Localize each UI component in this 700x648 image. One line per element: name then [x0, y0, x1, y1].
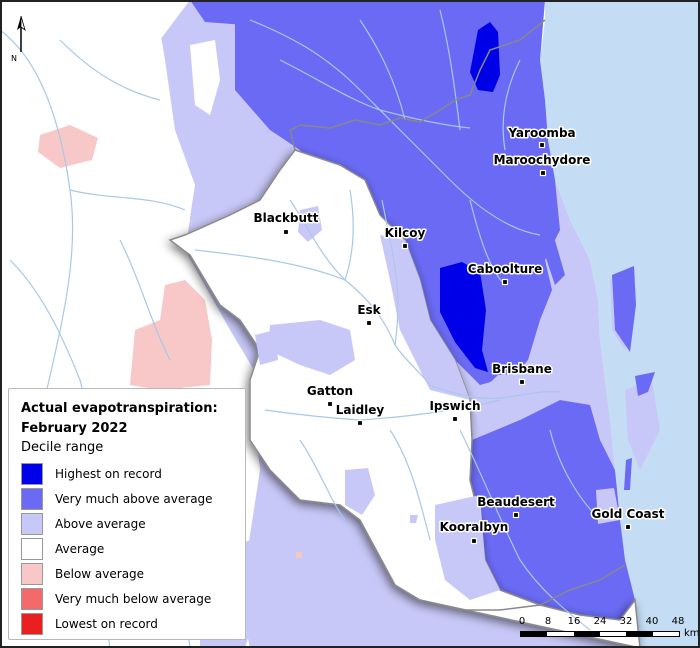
legend-item-lowest: Lowest on record — [21, 611, 233, 636]
legend-title-line1: Actual evapotranspiration: — [21, 401, 218, 416]
town-marker-esk — [365, 319, 373, 327]
town-marker-caboolture — [501, 278, 509, 286]
legend-swatch — [21, 587, 43, 610]
above-average-inside — [255, 206, 620, 600]
town-label-caboolture: Caboolture — [468, 262, 542, 276]
town-marker-gatton — [326, 400, 334, 408]
legend-label: Average — [55, 541, 105, 556]
town-label-gold-coast: Gold Coast — [591, 507, 664, 521]
legend-swatch — [21, 537, 43, 560]
legend-label: Very much above average — [55, 491, 213, 506]
scale-tick: 8 — [544, 616, 552, 627]
north-label: N — [11, 54, 17, 63]
scale-tick: 48 — [671, 616, 685, 627]
town-label-ipswich: Ipswich — [429, 399, 480, 413]
scale-ticks: 0 8 16 24 32 40 48 — [518, 616, 696, 630]
town-label-esk: Esk — [357, 303, 381, 317]
legend-item-very-much-above: Very much above average — [21, 486, 233, 511]
town-markers — [282, 141, 632, 545]
legend-swatch — [21, 612, 43, 635]
north-arrow-icon — [17, 15, 26, 52]
town-label-brisbane: Brisbane — [492, 362, 552, 376]
legend-swatch — [21, 512, 43, 535]
legend-item-average: Average — [21, 536, 233, 561]
town-marker-gold-coast — [624, 523, 632, 531]
legend-label: Below average — [55, 566, 145, 581]
town-marker-brisbane — [518, 378, 526, 386]
north-arrow: N — [8, 14, 30, 74]
town-label-maroochydore: Maroochydore — [494, 153, 591, 167]
legend-item-highest: Highest on record — [21, 461, 233, 486]
town-marker-blackbutt — [282, 228, 290, 236]
scale-tick: 40 — [645, 616, 659, 627]
town-marker-kilcoy — [401, 242, 409, 250]
scale-bar-segments — [520, 631, 680, 637]
legend-subtitle: Decile range — [21, 440, 104, 455]
town-marker-laidley — [356, 419, 364, 427]
boundaries — [289, 19, 626, 611]
legend-item-very-much-below: Very much below average — [21, 586, 233, 611]
legend-title-line2: February 2022 — [21, 421, 128, 436]
legend-label: Lowest on record — [55, 616, 158, 631]
town-label-laidley: Laidley — [336, 403, 385, 417]
legend: Actual evapotranspiration: February 2022… — [8, 388, 246, 640]
scale-tick: 32 — [619, 616, 633, 627]
scale-tick: 16 — [567, 616, 581, 627]
below-average-regions — [38, 125, 302, 558]
town-marker-beaudesert — [512, 511, 520, 519]
legend-label: Very much below average — [55, 591, 212, 606]
town-label-kooralbyn: Kooralbyn — [440, 520, 509, 534]
town-label-beaudesert: Beaudesert — [477, 495, 555, 509]
legend-item-above: Above average — [21, 511, 233, 536]
town-marker-kooralbyn — [470, 537, 478, 545]
legend-item-below: Below average — [21, 561, 233, 586]
town-label-gatton: Gatton — [307, 384, 353, 398]
scale-bar: 0 8 16 24 32 40 48 km — [518, 616, 700, 642]
scale-tick: 0 — [518, 616, 526, 627]
town-marker-yaroomba — [538, 141, 546, 149]
legend-label: Above average — [55, 516, 146, 531]
scale-tick: 24 — [593, 616, 607, 627]
legend-label: Highest on record — [55, 466, 162, 481]
town-label-blackbutt: Blackbutt — [253, 211, 318, 225]
legend-swatch — [21, 462, 43, 485]
legend-swatch — [21, 562, 43, 585]
town-marker-maroochydore — [539, 169, 547, 177]
town-labels: Yaroomba Maroochydore Blackbutt Kilcoy C… — [252, 125, 666, 536]
scale-unit: km — [684, 628, 700, 639]
legend-swatch — [21, 487, 43, 510]
town-marker-ipswich — [451, 415, 459, 423]
town-label-yaroomba: Yaroomba — [507, 126, 575, 140]
town-label-kilcoy: Kilcoy — [385, 226, 426, 240]
